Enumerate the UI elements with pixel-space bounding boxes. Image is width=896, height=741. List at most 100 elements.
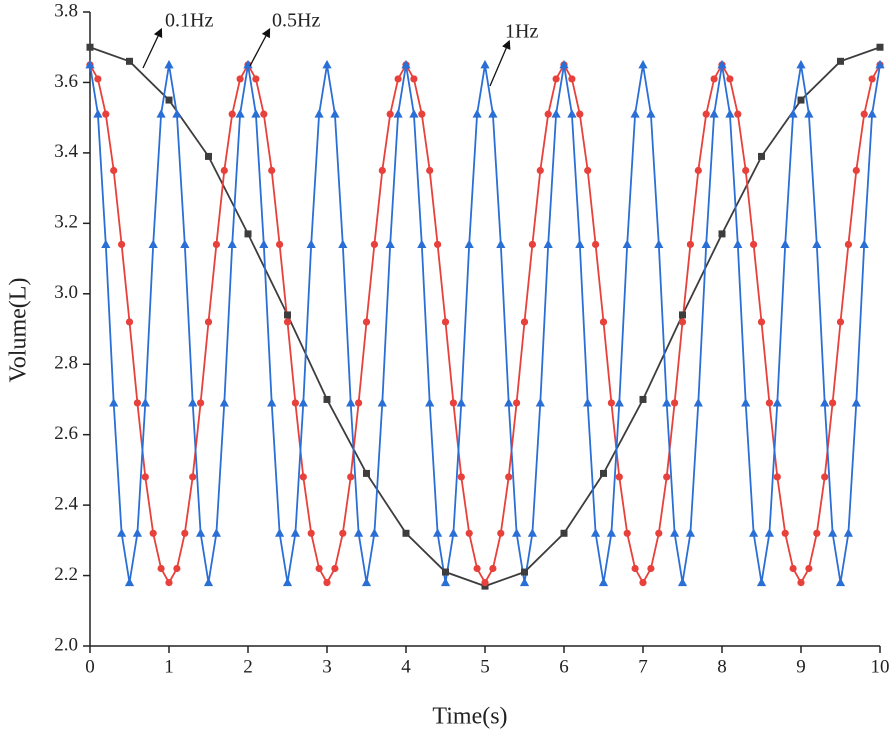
data-point bbox=[481, 579, 489, 587]
data-point bbox=[772, 397, 782, 407]
data-point bbox=[647, 564, 655, 573]
data-point bbox=[820, 397, 830, 407]
data-point bbox=[551, 109, 561, 118]
y-axis-title: Volume(L) bbox=[6, 278, 32, 383]
y-tick-label: 3.4 bbox=[54, 141, 78, 162]
data-point bbox=[717, 59, 727, 69]
data-point bbox=[291, 399, 299, 407]
data-point bbox=[118, 240, 126, 249]
data-point bbox=[425, 397, 435, 407]
data-point bbox=[323, 395, 331, 403]
x-tick-label: 9 bbox=[796, 656, 806, 677]
data-point bbox=[322, 59, 332, 69]
x-tick-label: 7 bbox=[638, 656, 648, 677]
y-tick-label: 2.8 bbox=[54, 353, 78, 374]
data-point bbox=[203, 577, 214, 587]
data-point bbox=[196, 528, 206, 537]
data-point bbox=[464, 239, 474, 248]
data-point bbox=[180, 239, 190, 248]
annotation-arrow bbox=[489, 39, 511, 87]
data-point bbox=[505, 473, 513, 481]
data-point bbox=[449, 399, 457, 407]
data-point bbox=[181, 529, 189, 537]
data-point bbox=[472, 109, 482, 118]
data-point bbox=[275, 528, 285, 537]
data-point bbox=[299, 473, 307, 481]
data-point bbox=[109, 397, 119, 407]
data-point bbox=[315, 564, 323, 573]
data-point bbox=[575, 239, 585, 248]
data-point bbox=[497, 529, 505, 537]
data-point bbox=[164, 59, 174, 69]
data-point bbox=[756, 577, 767, 587]
data-point bbox=[362, 318, 371, 326]
data-point bbox=[346, 397, 356, 407]
data-point bbox=[307, 529, 315, 537]
data-point bbox=[678, 318, 687, 326]
data-point bbox=[773, 473, 781, 481]
data-point bbox=[836, 318, 845, 326]
data-point bbox=[638, 59, 648, 69]
data-point bbox=[599, 318, 608, 326]
data-point bbox=[235, 109, 245, 118]
data-point bbox=[378, 166, 386, 175]
data-point bbox=[567, 109, 577, 118]
data-point bbox=[630, 109, 640, 118]
data-point bbox=[686, 240, 695, 249]
data-point bbox=[173, 564, 181, 573]
data-point bbox=[765, 399, 774, 407]
data-point bbox=[828, 528, 838, 537]
data-point bbox=[338, 239, 348, 248]
data-point bbox=[543, 239, 553, 248]
data-point bbox=[377, 397, 387, 407]
data-point bbox=[598, 577, 609, 587]
data-point bbox=[764, 528, 774, 537]
data-point bbox=[742, 166, 750, 175]
data-point bbox=[504, 397, 514, 407]
data-point bbox=[568, 75, 576, 83]
data-point bbox=[868, 75, 876, 83]
data-point bbox=[448, 528, 458, 537]
data-point bbox=[867, 109, 877, 118]
data-point bbox=[804, 109, 814, 118]
data-point bbox=[188, 397, 198, 407]
x-tick-label: 3 bbox=[322, 656, 332, 677]
data-point bbox=[875, 59, 885, 69]
data-point bbox=[409, 109, 419, 118]
data-point bbox=[536, 166, 544, 175]
data-point bbox=[149, 529, 157, 537]
data-point bbox=[797, 96, 805, 104]
data-point bbox=[361, 577, 372, 587]
data-point bbox=[552, 75, 560, 83]
data-point bbox=[354, 528, 364, 537]
data-point bbox=[219, 397, 229, 407]
data-point bbox=[385, 239, 395, 248]
data-point bbox=[102, 110, 110, 118]
data-point bbox=[363, 469, 370, 477]
data-point bbox=[410, 75, 418, 83]
data-point bbox=[750, 240, 758, 249]
annotation: 1Hz bbox=[505, 21, 538, 43]
data-point bbox=[394, 75, 402, 83]
x-tick-label: 6 bbox=[559, 656, 569, 677]
data-point bbox=[710, 75, 718, 83]
data-point bbox=[440, 577, 451, 587]
data-point bbox=[323, 579, 331, 587]
data-point bbox=[330, 109, 340, 118]
data-point bbox=[663, 473, 671, 481]
data-point bbox=[418, 110, 426, 118]
data-point bbox=[204, 318, 213, 326]
data-point bbox=[211, 528, 221, 537]
data-point bbox=[694, 166, 702, 175]
data-point bbox=[141, 473, 149, 481]
data-point bbox=[813, 529, 821, 537]
data-point bbox=[132, 528, 142, 537]
data-point bbox=[110, 166, 118, 175]
data-point bbox=[654, 239, 664, 248]
data-point bbox=[835, 577, 846, 587]
data-point bbox=[94, 75, 102, 83]
data-point bbox=[519, 577, 530, 587]
data-point bbox=[86, 43, 94, 51]
x-axis-title: Time(s) bbox=[432, 704, 507, 730]
